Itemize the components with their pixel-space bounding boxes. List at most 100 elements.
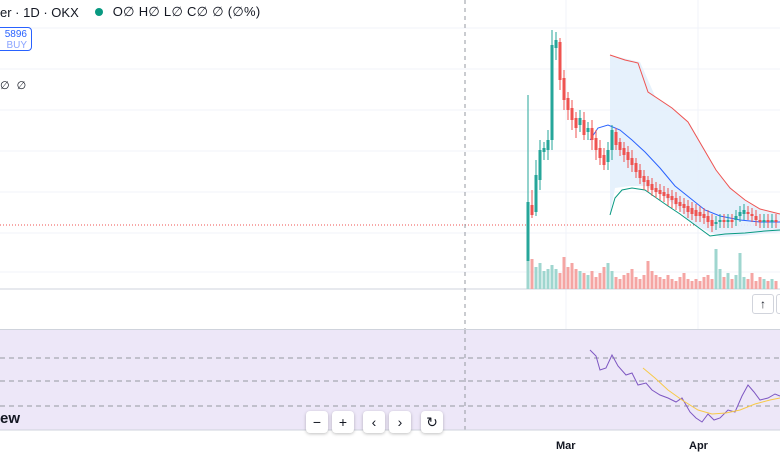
volume-bar — [654, 275, 658, 289]
volume-bar — [566, 267, 570, 289]
pane-divider[interactable] — [0, 329, 780, 330]
volume-bar — [670, 279, 674, 289]
volume-bar — [706, 275, 710, 289]
volume-bar — [762, 279, 766, 289]
volume-bar — [710, 279, 714, 289]
candle-body — [754, 216, 758, 220]
candle-body — [590, 128, 594, 140]
candle-body — [638, 170, 642, 178]
candle-body — [734, 216, 738, 220]
volume-bar — [586, 275, 590, 289]
volume-bar — [550, 265, 554, 289]
volume-bar — [646, 261, 650, 289]
candle-body — [574, 118, 578, 128]
volume-bar — [574, 269, 578, 289]
volume-bar — [770, 279, 774, 289]
volume-bar — [614, 277, 618, 289]
volume-bar — [562, 257, 566, 289]
volume-bar — [714, 249, 718, 289]
volume-bar — [526, 261, 530, 289]
scroll-left-button[interactable]: ‹ — [363, 411, 385, 433]
volume-bar — [686, 279, 690, 289]
volume-bar — [530, 259, 534, 289]
candle-body — [746, 212, 750, 214]
ohlc-values: O∅ H∅ L∅ C∅ ∅ (∅%) — [112, 4, 261, 19]
volume-bar — [606, 263, 610, 289]
candle-body — [642, 176, 646, 182]
volume-bar — [774, 281, 778, 289]
buy-label: BUY — [6, 40, 27, 51]
candle-body — [722, 220, 726, 222]
zoom-out-button[interactable]: − — [306, 411, 328, 433]
volume-bar — [618, 279, 622, 289]
candles — [526, 30, 778, 268]
candle-body — [690, 208, 694, 214]
candle-body — [762, 220, 766, 222]
candle-body — [542, 148, 546, 152]
grid-lines — [0, 0, 780, 430]
buy-price: 5896 — [4, 29, 27, 40]
candle-body — [546, 140, 550, 150]
candle-body — [682, 204, 686, 208]
symbol-label[interactable]: er · 1D · OKX — [0, 4, 79, 20]
candle-body — [578, 118, 582, 125]
volume-bar — [602, 267, 606, 289]
candle-body — [598, 148, 602, 158]
candle-body — [662, 192, 666, 196]
candle-body — [718, 220, 722, 222]
volume-bar — [678, 277, 682, 289]
zoom-in-button[interactable]: + — [332, 411, 354, 433]
candle-body — [654, 188, 658, 192]
candle-body — [774, 220, 778, 222]
volume-bar — [690, 281, 694, 289]
volume-bar — [702, 277, 706, 289]
candle-body — [626, 152, 630, 160]
candle-body — [594, 138, 598, 150]
candle-body — [670, 196, 674, 200]
volume-bar — [658, 277, 662, 289]
volume-bar — [698, 281, 702, 289]
candle-body — [666, 194, 670, 198]
candle-body — [698, 212, 702, 216]
candle-body — [610, 130, 614, 150]
volume-bar — [694, 279, 698, 289]
candle-body — [558, 42, 562, 80]
candle-body — [674, 198, 678, 204]
scroll-button-partial[interactable] — [776, 294, 780, 314]
rsi-line — [589, 349, 780, 423]
buy-button[interactable]: 5896 BUY — [0, 27, 32, 51]
volume-bar — [594, 277, 598, 289]
volume-bar — [558, 273, 562, 289]
indicator-values: ∅ ∅ — [0, 80, 29, 92]
volume-bar — [742, 277, 746, 289]
volume-bar — [750, 273, 754, 289]
candle-body — [602, 155, 606, 165]
rsi-ma-line — [642, 367, 780, 415]
candle-body — [562, 78, 566, 100]
volume-bar — [766, 281, 770, 289]
candle-body — [570, 108, 574, 120]
volume-bar — [682, 273, 686, 289]
candle-body — [678, 202, 682, 206]
reset-chart-button[interactable]: ↻ — [421, 411, 443, 433]
candle-body — [770, 220, 774, 222]
volume-bar — [730, 279, 734, 289]
candle-body — [526, 202, 530, 265]
candle-body — [530, 205, 534, 215]
scroll-to-top-button[interactable]: ↑ — [752, 294, 774, 314]
volume-bar — [622, 275, 626, 289]
volume-bar — [554, 269, 558, 289]
candle-body — [614, 132, 618, 145]
market-status-icon — [94, 8, 103, 16]
volume-bar — [590, 271, 594, 289]
volume-bar — [758, 277, 762, 289]
candle-body — [750, 214, 754, 216]
candle-body — [706, 216, 710, 222]
candle-body — [538, 150, 542, 180]
volume-bar — [626, 273, 630, 289]
volume-bar — [630, 269, 634, 289]
candle-body — [658, 190, 662, 194]
scroll-right-button[interactable]: › — [389, 411, 411, 433]
candle-body — [646, 180, 650, 186]
volume-bar — [754, 281, 758, 289]
